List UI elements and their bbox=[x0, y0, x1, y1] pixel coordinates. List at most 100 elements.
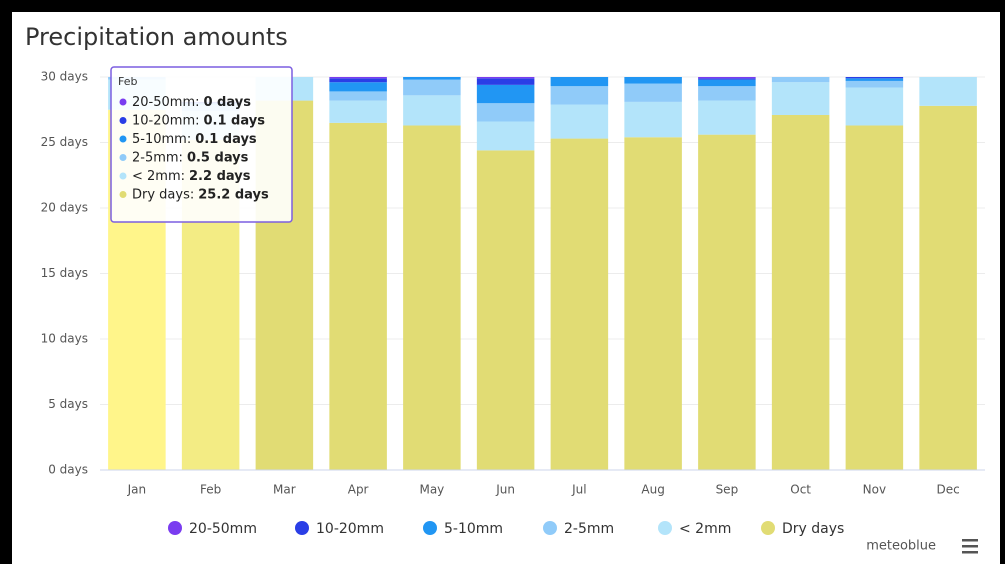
tooltip-marker bbox=[119, 117, 127, 124]
legend-label: < 2mm bbox=[679, 521, 731, 537]
legend-label: 5-10mm bbox=[444, 521, 503, 537]
bar-segment bbox=[256, 63, 314, 64]
x-tick-label: Mar bbox=[273, 483, 296, 497]
legend-marker bbox=[295, 521, 309, 535]
tooltip-line: 20-50mm: 0 days bbox=[132, 95, 251, 110]
bar-segment bbox=[329, 122, 387, 470]
tooltip-label: 20-50mm: bbox=[132, 95, 199, 110]
bar-segment bbox=[919, 77, 977, 106]
x-tick-label: Aug bbox=[641, 483, 664, 497]
bar-segment bbox=[845, 77, 904, 79]
y-tick-label: 25 days bbox=[41, 135, 88, 149]
bar-segment bbox=[845, 125, 904, 470]
tooltip-line: 2-5mm: 0.5 days bbox=[132, 150, 249, 165]
bar-segment bbox=[550, 86, 609, 105]
legend-label: 10-20mm bbox=[316, 521, 384, 537]
bar-segment bbox=[624, 65, 682, 70]
bar-segment bbox=[403, 95, 461, 126]
bar-segment bbox=[624, 77, 682, 84]
bar-segment bbox=[919, 105, 977, 470]
bar-segment bbox=[476, 121, 535, 151]
x-tick-label: Jun bbox=[495, 483, 515, 497]
y-tick-label: 15 days bbox=[41, 266, 88, 280]
bar-segment bbox=[329, 100, 387, 123]
tooltip-value: 2.2 days bbox=[189, 169, 251, 184]
x-tick-label: Oct bbox=[790, 483, 811, 497]
bar-segment bbox=[771, 82, 830, 115]
tooltip-box bbox=[110, 66, 293, 223]
tooltip-marker bbox=[119, 172, 127, 180]
bar-segment bbox=[624, 64, 682, 65]
bar-segment bbox=[476, 150, 535, 470]
x-tick-label: May bbox=[419, 483, 444, 497]
bar-segment bbox=[329, 77, 387, 79]
bar-segment bbox=[476, 84, 535, 104]
x-tick-label: Sep bbox=[716, 483, 739, 497]
y-tick-label: 10 days bbox=[41, 332, 88, 346]
bar-segment bbox=[550, 104, 609, 139]
y-tick-label: 20 days bbox=[41, 201, 88, 215]
bar-segment bbox=[698, 100, 756, 135]
legend-label: Dry days bbox=[782, 521, 844, 537]
bar-segment bbox=[551, 64, 609, 67]
bar-segment bbox=[698, 86, 756, 101]
bar-segment bbox=[698, 79, 756, 87]
tooltip-marker bbox=[119, 135, 127, 143]
bar-segment bbox=[551, 67, 609, 74]
credit: meteoblue bbox=[866, 539, 936, 554]
bar-segment bbox=[476, 78, 535, 85]
tooltip-label: 5-10mm: bbox=[132, 132, 191, 147]
bar-segment bbox=[550, 138, 609, 470]
x-tick-label: Feb bbox=[200, 483, 221, 497]
y-tick-label: 30 days bbox=[41, 70, 88, 84]
bar-segment bbox=[845, 78, 904, 81]
tooltip-label: Dry days: bbox=[132, 187, 194, 202]
x-tick-label: Dec bbox=[937, 483, 960, 497]
menu-bar bbox=[962, 545, 978, 548]
tooltip-label: < 2mm: bbox=[132, 169, 185, 184]
bar-segment bbox=[476, 77, 535, 79]
bar-segment bbox=[550, 77, 609, 87]
bar-segment bbox=[698, 134, 756, 470]
bar-segment bbox=[329, 78, 387, 83]
bar-segment bbox=[329, 91, 387, 101]
tooltip-marker bbox=[119, 154, 127, 161]
bar-segment bbox=[403, 79, 461, 96]
chart-title: Precipitation amounts bbox=[25, 23, 288, 51]
x-tick-label: Jan bbox=[127, 483, 147, 497]
legend-marker bbox=[543, 521, 557, 535]
legend-label: 2-5mm bbox=[564, 521, 614, 537]
bar-segment bbox=[329, 82, 387, 92]
bar-segment bbox=[698, 78, 756, 80]
bar-segment bbox=[403, 125, 461, 470]
tooltip-line: 5-10mm: 0.1 days bbox=[132, 132, 257, 147]
menu-bar bbox=[962, 551, 978, 554]
legend-label: 20-50mm bbox=[189, 521, 257, 537]
tooltip-line: < 2mm: 2.2 days bbox=[132, 169, 251, 184]
bar-segment bbox=[403, 67, 461, 74]
tooltip-line: Dry days: 25.2 days bbox=[132, 187, 269, 202]
chart-container: Precipitation amounts 0 days 5 days 10 day… bbox=[12, 12, 1000, 564]
bar-segment bbox=[845, 80, 904, 88]
tooltip-marker bbox=[119, 98, 127, 106]
bar-segment bbox=[919, 67, 977, 72]
tooltip-label: 2-5mm: bbox=[132, 150, 183, 165]
bar-segment bbox=[476, 103, 535, 122]
legend-marker bbox=[658, 521, 672, 535]
bar-segment bbox=[108, 64, 166, 65]
tooltip-value: 0 days bbox=[203, 95, 251, 110]
x-tick-label: Nov bbox=[863, 483, 886, 497]
x-tick-label: Jul bbox=[571, 483, 586, 497]
bar-segment bbox=[772, 64, 830, 67]
tooltip-value: 25.2 days bbox=[198, 187, 269, 202]
bar-segment bbox=[624, 83, 682, 102]
bar-segment bbox=[403, 64, 461, 67]
tooltip-label: 10-20mm: bbox=[132, 113, 199, 128]
bar-segment bbox=[624, 101, 682, 138]
bar-segment bbox=[624, 137, 682, 470]
chart: Precipitation amounts 0 days 5 days 10 day… bbox=[25, 23, 985, 554]
menu-icon[interactable] bbox=[962, 539, 978, 554]
legend-marker bbox=[761, 521, 775, 535]
tooltip-marker bbox=[119, 191, 127, 198]
bar-segment bbox=[919, 64, 977, 67]
